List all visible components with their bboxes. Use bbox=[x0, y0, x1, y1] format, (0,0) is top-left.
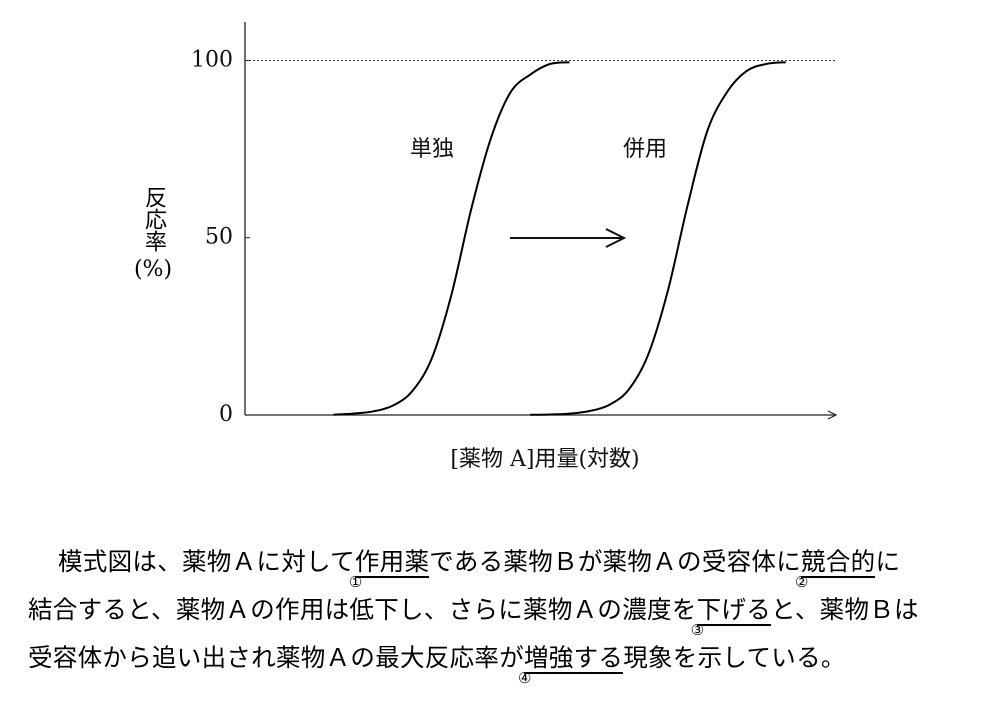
text-segment: 受容体から追い出され薬物Ａの最大反応率が bbox=[28, 643, 524, 672]
y-axis-title: 反応率 bbox=[141, 186, 166, 252]
underlined-term: 競合的 ② bbox=[795, 547, 876, 590]
y-axis-unit: (%) bbox=[133, 257, 173, 282]
text-segment: 結合すると、薬物Ａの作用は低下し、さらに薬物Ａの濃度を bbox=[28, 595, 697, 624]
y-tick-label: 100 bbox=[191, 47, 233, 72]
passage-line: 受容体から追い出され薬物Ａの最大反応率が増強する ④ 現象を示している。 bbox=[28, 636, 988, 686]
term-number: ② bbox=[795, 573, 809, 591]
shift-arrow bbox=[510, 228, 627, 248]
chart: [薬物 A]用量(対数) 0 50 100 単独 併用 bbox=[191, 22, 838, 472]
segment-text: 競合的 bbox=[801, 547, 876, 576]
segment-text: 作用薬 bbox=[354, 547, 430, 576]
curve bbox=[333, 61, 570, 416]
y-tick-label: 0 bbox=[219, 402, 233, 427]
x-axis-arrow bbox=[827, 410, 838, 420]
segment-text: である薬物Ｂが薬物Ａの受容体に bbox=[429, 547, 802, 576]
y-tick-label: 50 bbox=[205, 225, 233, 250]
passage-line: 模式図は、薬物Ａに対して作用薬 ① である薬物Ｂが薬物Ａの受容体に競合的 ② に bbox=[28, 540, 988, 590]
text-segment: と、薬物Ｂは bbox=[771, 595, 919, 624]
text-segment: 模式図は、薬物Ａに対して bbox=[58, 547, 355, 576]
term-number: ④ bbox=[518, 669, 532, 687]
curve bbox=[530, 61, 786, 416]
segment-text: 下げる bbox=[696, 595, 772, 624]
segment-text: 模式図は、薬物Ａに対して bbox=[58, 547, 355, 576]
underlined-term: 下げる ③ bbox=[691, 595, 772, 638]
segment-text: 増強する bbox=[524, 643, 624, 672]
curve-label: 単独 bbox=[410, 137, 454, 162]
segment-text: に bbox=[875, 547, 901, 576]
segment-text: 受容体から追い出され薬物Ａの最大反応率が bbox=[28, 643, 524, 672]
underlined-term: 増強する ④ bbox=[518, 643, 624, 686]
text-segment: 現象を示している。 bbox=[623, 643, 845, 672]
x-axis-label: [薬物 A]用量(対数) bbox=[450, 447, 639, 472]
segment-text: と、薬物Ｂは bbox=[771, 595, 919, 624]
passage-line: 結合すると、薬物Ａの作用は低下し、さらに薬物Ａの濃度を下げる ③ と、薬物Ｂは bbox=[28, 588, 988, 638]
curve-label: 併用 bbox=[623, 137, 667, 162]
underlined-term: 作用薬 ① bbox=[349, 547, 430, 590]
segment-text: 現象を示している。 bbox=[623, 643, 846, 672]
segment-text: 結合すると、薬物Ａの作用は低下し、さらに薬物Ａの濃度を bbox=[28, 595, 697, 624]
term-number: ③ bbox=[690, 621, 705, 639]
term-number: ① bbox=[348, 573, 363, 591]
y-axis-label: 反応率 (%) bbox=[133, 186, 173, 282]
passage: 模式図は、薬物Ａに対して作用薬 ① である薬物Ｂが薬物Ａの受容体に競合的 ② に結合する… bbox=[28, 540, 988, 686]
text-segment: に bbox=[875, 547, 900, 576]
text-segment: である薬物Ｂが薬物Ａの受容体に bbox=[429, 547, 801, 576]
